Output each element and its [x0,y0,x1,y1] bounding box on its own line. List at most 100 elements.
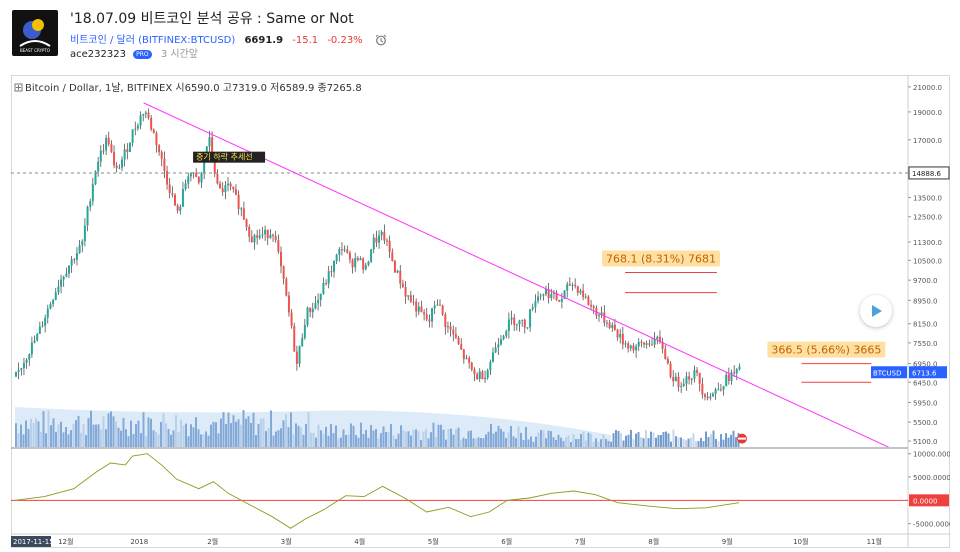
candle-body [282,266,285,279]
volume-bar [217,433,220,447]
logo-text: BEAST CRYPTO [20,48,50,53]
candle-body [547,289,550,299]
volume-bar [175,415,177,447]
candle-body [717,389,720,391]
volume-bar [677,437,680,447]
volume-bar [500,428,502,447]
candle-body [256,235,259,238]
candle-body [306,307,309,326]
volume-bar [300,427,302,447]
y-tick-label: 8950.0 [913,297,938,305]
volume-bar [382,426,385,447]
candle-body [391,252,394,262]
volume-bar [647,438,650,447]
volume-bar [547,430,550,447]
candle-body [574,284,577,287]
volume-bar [272,435,275,447]
volume-bar [675,436,677,447]
play-button[interactable] [860,295,892,327]
volume-bar [72,423,75,447]
volume-bar [472,438,475,447]
candle-body [666,359,669,364]
y-tick-label: 21000.0 [913,84,942,92]
volume-bar [187,436,190,447]
volume-bar [190,424,192,447]
candle-body [545,289,547,295]
candle-body [558,299,561,302]
candle-body [176,205,179,211]
volume-bar [387,432,390,447]
x-tick-label: 2017-11-15 [13,538,54,546]
candle-body [709,396,712,399]
volume-bar [637,432,640,447]
volume-bar [732,430,735,447]
candle-body [152,129,155,134]
volume-bar [120,430,122,447]
osc-tick-label: 5000.0000 [913,474,950,482]
volume-bar [30,418,32,447]
volume-bar [515,438,517,447]
author-name[interactable]: ace232323 [70,49,126,60]
candle-body [672,376,675,382]
candle-body [383,231,386,241]
symbol-link[interactable]: 비트코인 / 달러 (BITFINEX:BTCUSD) [70,35,236,46]
volume-bar [367,437,370,447]
volume-bar [532,441,535,447]
volume-bar [97,424,100,447]
volume-bar [502,431,505,447]
candle-body [158,145,161,153]
candle-body [449,326,452,330]
volume-bar [617,430,620,447]
candle-body [20,368,23,370]
volume-bar [605,438,607,447]
current-price-badge [909,366,947,379]
x-tick-label: 11월 [867,537,882,546]
volume-bar [95,424,97,447]
volume-bar [100,429,102,447]
alarm-clock-icon[interactable] [374,34,388,46]
volume-bar [55,431,57,447]
volume-bar [297,425,300,447]
volume-bar [152,430,155,447]
author-logo[interactable]: BEAST CRYPTO [12,10,58,56]
volume-bar [90,410,92,447]
chart-frame [11,75,950,548]
volume-bar [282,420,285,447]
candle-body [60,279,63,287]
candle-body [375,237,378,243]
candle-body [362,258,365,270]
candle-body [184,183,187,189]
candle-body [314,303,317,309]
candle-body [521,319,524,321]
candle-body [484,377,487,380]
volume-bar [170,434,172,447]
candle-body [134,128,137,130]
volume-bar [345,435,347,447]
candle-body [598,315,600,317]
volume-bar [370,425,372,447]
legend-low: 6589.9 [279,83,317,94]
candle-body [645,343,648,345]
candle-body [409,295,412,302]
candle-body [359,258,362,261]
volume-bar [355,435,357,447]
candle-body [693,370,696,379]
volume-bar [720,434,722,447]
candle-body [370,249,373,262]
volume-bar [15,423,17,447]
volume-bar [492,433,495,447]
volume-bar [682,439,685,447]
legend-symbol: Bitcoin / Dollar, 1날, BITFINEX [25,82,175,94]
candle-body [142,114,145,116]
volume-bar [727,437,730,447]
volume-bar [192,427,195,447]
volume-bar [652,432,655,447]
candle-body [144,112,147,115]
candle-body [311,308,314,313]
price-chart[interactable]: 21000.019000.017000.015000.013500.012500… [11,75,950,548]
volume-bar [275,431,277,447]
volume-bar [380,433,382,447]
volume-bar [125,429,127,447]
candle-body [637,341,640,347]
candle-body [669,363,672,377]
